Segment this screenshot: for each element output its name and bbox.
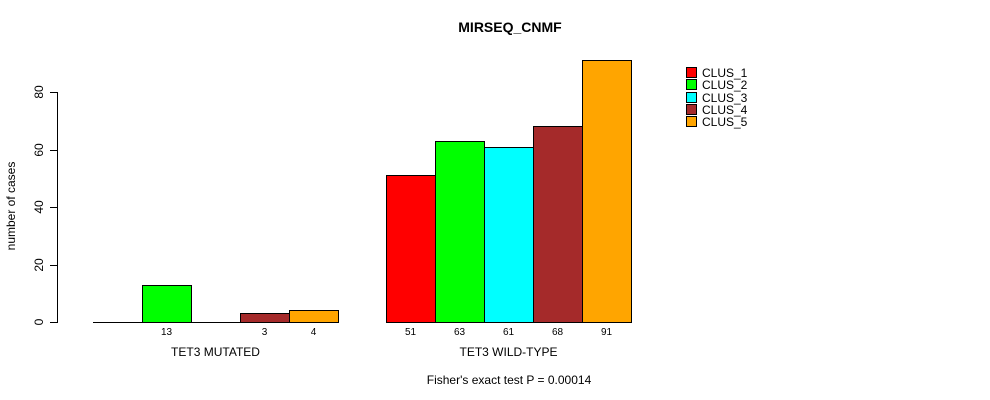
y-tick-mark (50, 149, 57, 151)
bar-clus_4-tet3-wild-type (533, 126, 583, 323)
bar-value-label: 3 (261, 327, 268, 338)
bar-value-label: 13 (160, 327, 173, 338)
bar-clus_5-tet3-wild-type (582, 60, 632, 323)
legend-swatch-clus_4 (686, 104, 697, 115)
footnote-text: Fisher's exact test P = 0.00014 (426, 373, 592, 387)
legend-swatch-clus_2 (686, 79, 697, 90)
bar-value-label: 61 (502, 327, 515, 338)
bar-value-label: 51 (404, 327, 417, 338)
y-tick-mark (50, 92, 57, 93)
legend-label-clus_3: CLUS_3 (702, 91, 748, 105)
legend-label-clus_4: CLUS_4 (702, 103, 748, 117)
bar-value-label: 68 (551, 327, 564, 338)
bar-clus_2-tet3-mutated (142, 285, 192, 323)
x-baseline (93, 322, 339, 323)
legend-swatch-clus_1 (686, 67, 697, 78)
y-axis-line (57, 92, 58, 323)
chart-title: MIRSEQ_CNMF (458, 19, 562, 35)
legend-label-clus_1: CLUS_1 (702, 66, 748, 80)
y-tick-mark (50, 207, 57, 208)
legend-label-clus_2: CLUS_2 (702, 78, 748, 92)
y-tick-mark (50, 322, 57, 323)
bar-value-label: 4 (310, 327, 317, 338)
legend-swatch-clus_5 (686, 116, 697, 127)
legend-swatch-clus_3 (686, 92, 697, 103)
bar-value-label: 91 (600, 327, 613, 338)
group-label: TET3 WILD-TYPE (459, 345, 558, 359)
y-tick-mark (50, 264, 57, 266)
legend-label-clus_5: CLUS_5 (702, 115, 748, 129)
bar-clus_5-tet3-mutated (289, 310, 339, 323)
bar-clus_2-tet3-wild-type (435, 141, 485, 323)
group-label: TET3 MUTATED (171, 345, 260, 359)
bar-value-label: 63 (453, 327, 466, 338)
